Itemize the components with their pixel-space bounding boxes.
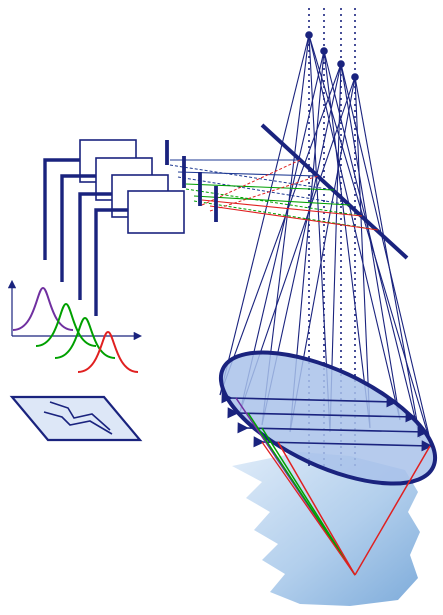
ray-1-1: [219, 34, 310, 396]
ray-4-6: [354, 76, 371, 429]
split-ray-b-6: [209, 175, 319, 212]
spectrum-curve-3: [54, 316, 116, 359]
feed-line-3: [78, 192, 112, 300]
cone-edge-left: [261, 441, 356, 576]
split-ray-b-1: [169, 164, 335, 191]
spectrum-curve-4: [77, 330, 139, 373]
ray-3-1: [219, 63, 342, 396]
output-map: [9, 395, 143, 442]
point-source-4: [351, 73, 359, 81]
lens-chord-arrows: [221, 392, 433, 452]
spectrum-curve-1: [12, 286, 74, 331]
detector-box-4: [127, 190, 185, 234]
beam-cone: [235, 397, 431, 576]
split-ray-b-5: [201, 159, 301, 206]
cone-edge-right: [354, 445, 431, 576]
lens-chord-1: [221, 392, 398, 408]
spectra-plot: [7, 279, 143, 373]
lens-chord-4: [253, 436, 433, 452]
point-sources: [305, 31, 359, 81]
split-ray-3: [185, 183, 335, 191]
split-ray-6: [209, 205, 379, 231]
filter-bars: [165, 140, 218, 222]
ray-3-7: [340, 63, 401, 421]
spectrum-curve-2: [35, 302, 97, 347]
point-source-2: [320, 47, 328, 55]
lens-chord-2: [227, 407, 417, 423]
ray-4-8: [354, 76, 421, 439]
feed-line-2: [60, 174, 96, 282]
detector-array: [79, 139, 185, 234]
detector-feed-lines: [43, 158, 128, 316]
cone-ray-4: [277, 441, 356, 576]
beam-splitter-mirror: [260, 123, 409, 260]
lens-chord-3: [237, 422, 429, 438]
split-ray-5: [201, 199, 363, 217]
cone-ray-3: [261, 427, 356, 576]
point-source-3: [337, 60, 345, 68]
split-ray-b-2: [177, 176, 351, 206]
ray-3-9: [340, 63, 433, 449]
feed-line-1: [43, 158, 80, 260]
ray-1-7: [308, 34, 401, 421]
ray-2-6: [323, 50, 371, 429]
split-ray-bundle: [169, 159, 379, 231]
split-ray-4: [193, 195, 351, 206]
point-source-1: [305, 31, 313, 39]
feed-line-4: [94, 208, 128, 316]
